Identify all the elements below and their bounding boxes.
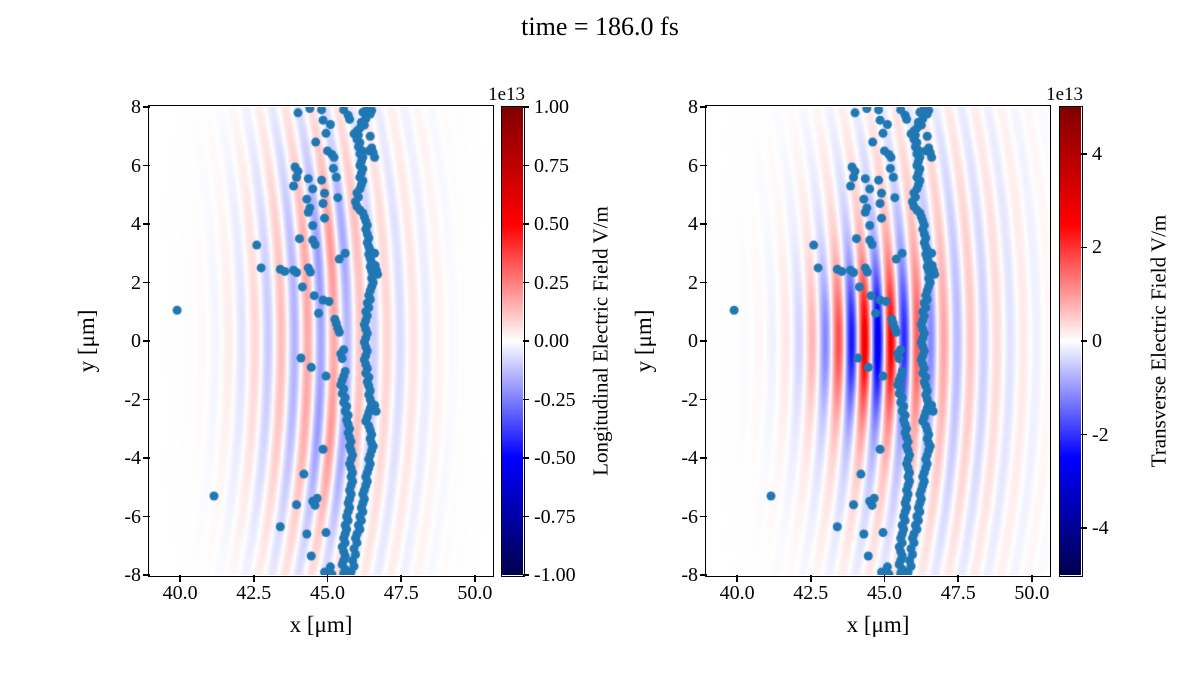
colorbar-tick-mark bbox=[523, 106, 529, 108]
y-tick-mark bbox=[700, 164, 707, 167]
x-tick-label: 45.0 bbox=[866, 582, 902, 604]
x-tick-mark bbox=[400, 575, 402, 582]
y-tick-mark bbox=[143, 457, 150, 459]
transverse-field-scatter-plot bbox=[707, 107, 1049, 575]
colorbar-tick-label: -0.50 bbox=[534, 447, 576, 469]
y-tick-mark bbox=[143, 281, 150, 284]
right-colorbar-label: Transverse Electric Field V/m bbox=[1146, 214, 1171, 468]
colorbar-tick-mark bbox=[523, 457, 529, 459]
y-tick-mark bbox=[700, 340, 707, 342]
right-colorbar-offset-text: 1e13 bbox=[1046, 84, 1083, 105]
left-x-axis-label: x [μm] bbox=[289, 612, 353, 637]
y-tick-label: -2 bbox=[681, 388, 698, 411]
x-tick-label: 50.0 bbox=[457, 582, 493, 604]
y-tick-mark bbox=[700, 398, 707, 401]
colorbar-tick-label: 1.00 bbox=[534, 96, 569, 118]
x-tick-label: 47.5 bbox=[940, 582, 976, 604]
y-tick-mark bbox=[143, 340, 150, 342]
y-tick-label: 0 bbox=[131, 330, 141, 352]
y-tick-label: -6 bbox=[124, 505, 141, 528]
y-tick-mark bbox=[700, 106, 707, 108]
y-tick-mark bbox=[700, 281, 707, 284]
x-tick-mark bbox=[957, 575, 959, 582]
x-tick-mark bbox=[810, 575, 812, 582]
longitudinal-field-scatter-plot bbox=[150, 107, 492, 575]
y-tick-label: 2 bbox=[688, 271, 698, 294]
left-colorbar-offset-text: 1e13 bbox=[488, 84, 525, 105]
y-tick-mark bbox=[143, 106, 150, 108]
colorbar-tick-label: -1.00 bbox=[534, 564, 576, 586]
y-tick-mark bbox=[143, 398, 150, 401]
colorbar-tick-label: -4 bbox=[1092, 517, 1109, 540]
x-tick-mark bbox=[474, 575, 476, 582]
right-x-axis-label: x [μm] bbox=[846, 612, 910, 637]
x-tick-mark bbox=[179, 575, 181, 582]
x-tick-label: 45.0 bbox=[309, 582, 345, 604]
colorbar-tick-label: 0.25 bbox=[534, 271, 569, 294]
y-tick-label: 8 bbox=[131, 96, 141, 118]
y-tick-label: 6 bbox=[131, 154, 141, 177]
y-tick-mark bbox=[143, 164, 150, 167]
colorbar-tick-mark bbox=[1081, 153, 1087, 155]
figure-title: time = 186.0 fs bbox=[521, 12, 679, 41]
transverse-colorbar bbox=[1060, 107, 1081, 575]
colorbar-tick-mark bbox=[523, 515, 529, 518]
colorbar-tick-label: 0 bbox=[1092, 330, 1102, 352]
colorbar-tick-mark bbox=[523, 574, 529, 576]
x-tick-label: 40.0 bbox=[719, 582, 755, 604]
y-tick-mark bbox=[700, 515, 707, 518]
y-tick-label: -2 bbox=[124, 388, 141, 411]
x-tick-label: 40.0 bbox=[162, 582, 198, 604]
y-tick-label: -4 bbox=[681, 447, 698, 469]
colorbar-tick-mark bbox=[1081, 433, 1087, 436]
x-tick-label: 47.5 bbox=[383, 582, 419, 604]
y-tick-mark bbox=[700, 574, 707, 576]
y-tick-label: 6 bbox=[688, 154, 698, 177]
y-tick-label: -8 bbox=[681, 564, 698, 586]
x-tick-mark bbox=[883, 575, 886, 582]
longitudinal-colorbar bbox=[502, 107, 523, 575]
colorbar-tick-label: -0.25 bbox=[534, 388, 576, 411]
colorbar-tick-mark bbox=[523, 223, 529, 225]
x-tick-label: 42.5 bbox=[236, 582, 272, 604]
colorbar-tick-mark bbox=[523, 398, 529, 401]
colorbar-tick-label: 2 bbox=[1092, 236, 1102, 259]
y-tick-label: 2 bbox=[131, 271, 141, 294]
colorbar-tick-mark bbox=[1081, 246, 1087, 249]
x-tick-mark bbox=[736, 575, 738, 582]
y-tick-label: 0 bbox=[688, 330, 698, 352]
y-tick-mark bbox=[143, 223, 150, 225]
colorbar-tick-label: 0.50 bbox=[534, 213, 569, 235]
y-tick-label: -4 bbox=[124, 447, 141, 469]
y-tick-mark bbox=[700, 223, 707, 225]
y-tick-label: -6 bbox=[681, 505, 698, 528]
y-tick-label: 4 bbox=[688, 213, 698, 235]
y-tick-mark bbox=[143, 515, 150, 518]
x-tick-mark bbox=[253, 575, 255, 582]
x-tick-label: 50.0 bbox=[1014, 582, 1050, 604]
colorbar-tick-label: 4 bbox=[1092, 142, 1102, 165]
y-tick-label: -8 bbox=[124, 564, 141, 586]
colorbar-tick-mark bbox=[523, 340, 529, 342]
colorbar-tick-label: 0.00 bbox=[534, 330, 569, 352]
colorbar-tick-mark bbox=[1081, 340, 1087, 342]
y-tick-mark bbox=[143, 574, 150, 576]
colorbar-tick-mark bbox=[1081, 527, 1087, 529]
left-colorbar-label: Longitudinal Electric Field V/m bbox=[588, 206, 613, 476]
y-tick-mark bbox=[700, 457, 707, 459]
x-tick-mark bbox=[326, 575, 329, 582]
colorbar-tick-mark bbox=[523, 281, 529, 284]
colorbar-tick-label: -0.75 bbox=[534, 505, 576, 528]
x-tick-mark bbox=[1031, 575, 1033, 582]
colorbar-tick-label: -2 bbox=[1092, 423, 1109, 446]
x-tick-label: 42.5 bbox=[793, 582, 829, 604]
colorbar-tick-label: 0.75 bbox=[534, 154, 569, 177]
y-tick-label: 4 bbox=[131, 213, 141, 235]
y-tick-label: 8 bbox=[688, 96, 698, 118]
colorbar-tick-mark bbox=[523, 164, 529, 167]
